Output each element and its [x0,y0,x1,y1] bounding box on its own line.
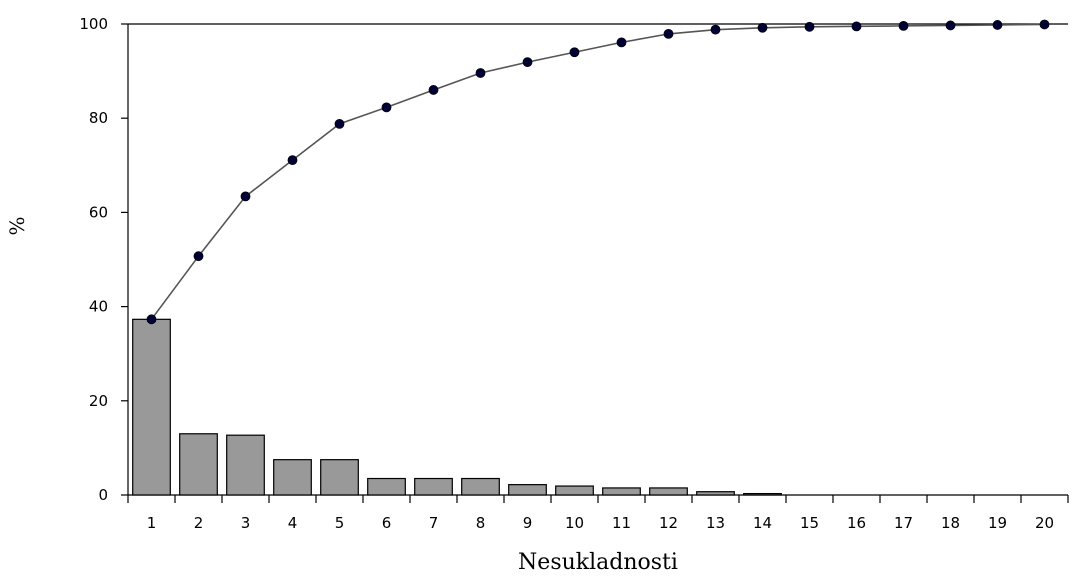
x-tick-label: 6 [382,514,392,532]
y-tick-label: 80 [89,109,108,127]
x-tick-label: 1 [147,514,157,532]
x-tick-label: 8 [476,514,486,532]
cumulative-point [804,21,815,32]
cumulative-point [475,68,486,78]
x-axis-title: Nesukladnosti [518,550,678,575]
bar [743,492,782,496]
x-tick-label: 17 [894,514,913,532]
bar [414,477,453,496]
cumulative-point [1039,19,1050,30]
x-tick-label: 18 [941,514,960,532]
y-tick-label: 60 [89,203,108,221]
y-axis-title: % [5,216,29,235]
cumulative-point [193,251,204,262]
bar [461,477,500,496]
cumulative-point [381,102,392,113]
cumulative-point [710,24,721,35]
bar [226,434,265,496]
cumulative-point [992,20,1003,30]
bar [649,487,688,496]
y-tick-label: 100 [79,15,108,33]
cumulative-line-series [146,19,1050,325]
cumulative-point [898,20,909,31]
y-tick-label: 0 [98,486,108,504]
x-tick-label: 19 [988,514,1007,532]
bar [273,459,312,496]
cumulative-point [334,118,345,129]
bar [602,487,641,496]
cumulative-point [616,37,627,48]
x-tick-label: 4 [288,514,298,532]
x-tick-label: 20 [1035,514,1054,532]
bar [132,318,171,496]
y-tick-label: 20 [89,392,108,410]
x-tick-label: 10 [565,514,584,532]
cumulative-point [146,314,157,325]
bar [696,491,735,496]
x-tick-label: 9 [523,514,533,532]
cumulative-point [522,57,533,68]
y-tick-label: 40 [89,298,108,316]
cumulative-point [240,191,251,202]
bar [555,485,594,496]
x-tick-label: 12 [659,514,678,532]
cumulative-line [150,23,1045,320]
cumulative-point [663,28,674,39]
bar [320,459,359,496]
cumulative-point [757,22,768,33]
y-axis: 0 20 40 60 80 100 [79,15,128,504]
x-tick-label: 16 [847,514,866,532]
x-tick-label: 13 [706,514,725,532]
cumulative-point [428,85,439,95]
x-axis: 1 2 3 4 5 6 7 8 9 10 11 12 13 14 15 16 17 18 19 20 [127,495,1069,532]
x-tick-label: 2 [194,514,204,532]
x-tick-label: 14 [753,514,772,532]
bar [179,433,218,496]
bar-series [132,318,782,496]
x-tick-label: 5 [335,514,345,532]
x-tick-label: 7 [429,514,439,532]
bar [508,484,547,496]
bar [367,477,406,496]
cumulative-point [287,155,298,166]
x-tick-label: 11 [612,514,631,532]
x-tick-label: 3 [241,514,251,532]
cumulative-point [851,21,862,32]
x-tick-label: 15 [800,514,819,532]
cumulative-point [945,20,956,31]
cumulative-point [569,47,580,58]
plot-frame [127,23,1068,496]
